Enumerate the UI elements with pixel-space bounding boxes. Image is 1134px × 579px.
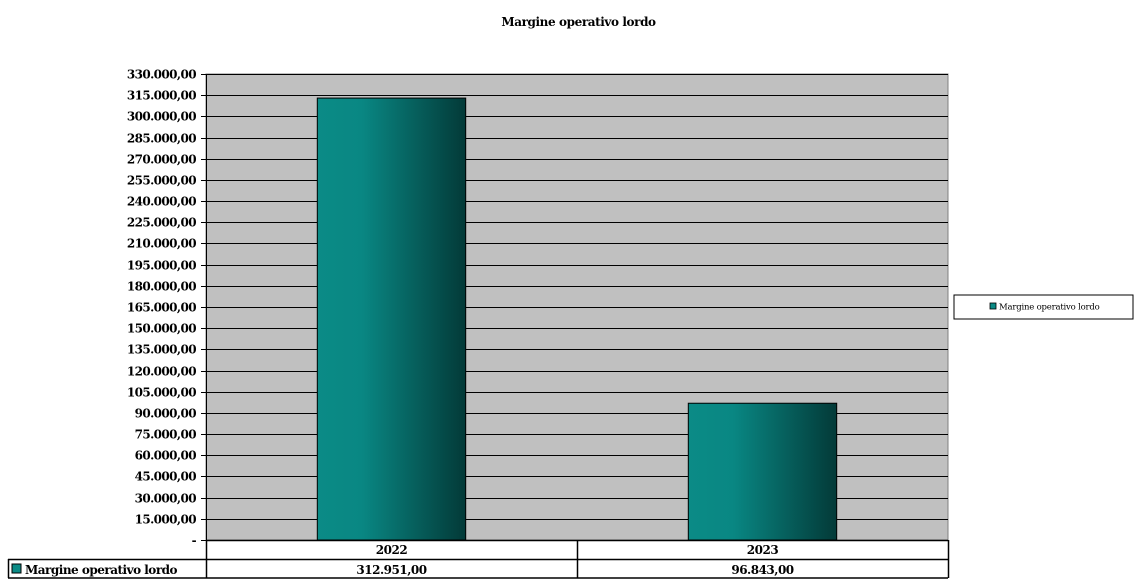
y-tick-label: 195.000,00 <box>127 259 196 273</box>
y-tick-label: 225.000,00 <box>127 216 196 230</box>
y-tick-label: 60.000,00 <box>135 449 197 463</box>
y-tick-label: 300.000,00 <box>127 110 196 124</box>
y-tick-label: 240.000,00 <box>127 195 196 209</box>
y-tick-label: 315.000,00 <box>127 89 196 103</box>
y-tick-label: 210.000,00 <box>127 237 196 251</box>
x-category-label: 2022 <box>376 543 408 557</box>
x-category-label: 2023 <box>747 543 779 557</box>
table-legend-key <box>11 563 22 574</box>
y-tick-label: 45.000,00 <box>135 470 197 484</box>
bar-2022 <box>316 97 467 541</box>
data-label: 96.843,00 <box>731 563 793 577</box>
legend-label: Margine operativo lordo <box>999 303 1100 313</box>
y-tick-label: 285.000,00 <box>127 132 196 146</box>
legend-box <box>953 294 1134 320</box>
table-series-label: Margine operativo lordo <box>25 563 178 577</box>
legend-key <box>989 302 997 310</box>
y-tick-label: 30.000,00 <box>135 492 197 506</box>
y-tick-label: 15.000,00 <box>135 513 197 527</box>
y-tick-label: 165.000,00 <box>127 301 196 315</box>
y-tick-label: 135.000,00 <box>127 343 196 357</box>
y-tick-label: - <box>192 534 197 548</box>
y-tick-label: 270.000,00 <box>127 153 196 167</box>
bar-2023 <box>687 402 838 541</box>
y-tick-label: 150.000,00 <box>127 322 196 336</box>
data-table: 2022 312.951,00 2023 96.843,00 Margine opera… <box>7 539 950 579</box>
bars <box>316 97 838 541</box>
y-tick-label: 105.000,00 <box>127 386 196 400</box>
y-tick-label: 255.000,00 <box>127 174 196 188</box>
y-tick-label: 180.000,00 <box>127 280 196 294</box>
y-axis: - 15.000,00 30.000,00 45.000,00 60.000,00 75.… <box>127 68 207 548</box>
y-tick-label: 120.000,00 <box>127 365 196 379</box>
y-tick-label: 90.000,00 <box>135 407 197 421</box>
y-tick-label: 330.000,00 <box>127 68 196 82</box>
chart-title: Margine operativo lordo <box>501 15 656 29</box>
y-tick-label: 75.000,00 <box>135 428 197 442</box>
legend: Margine operativo lordo <box>953 294 1134 320</box>
data-label: 312.951,00 <box>356 563 426 577</box>
